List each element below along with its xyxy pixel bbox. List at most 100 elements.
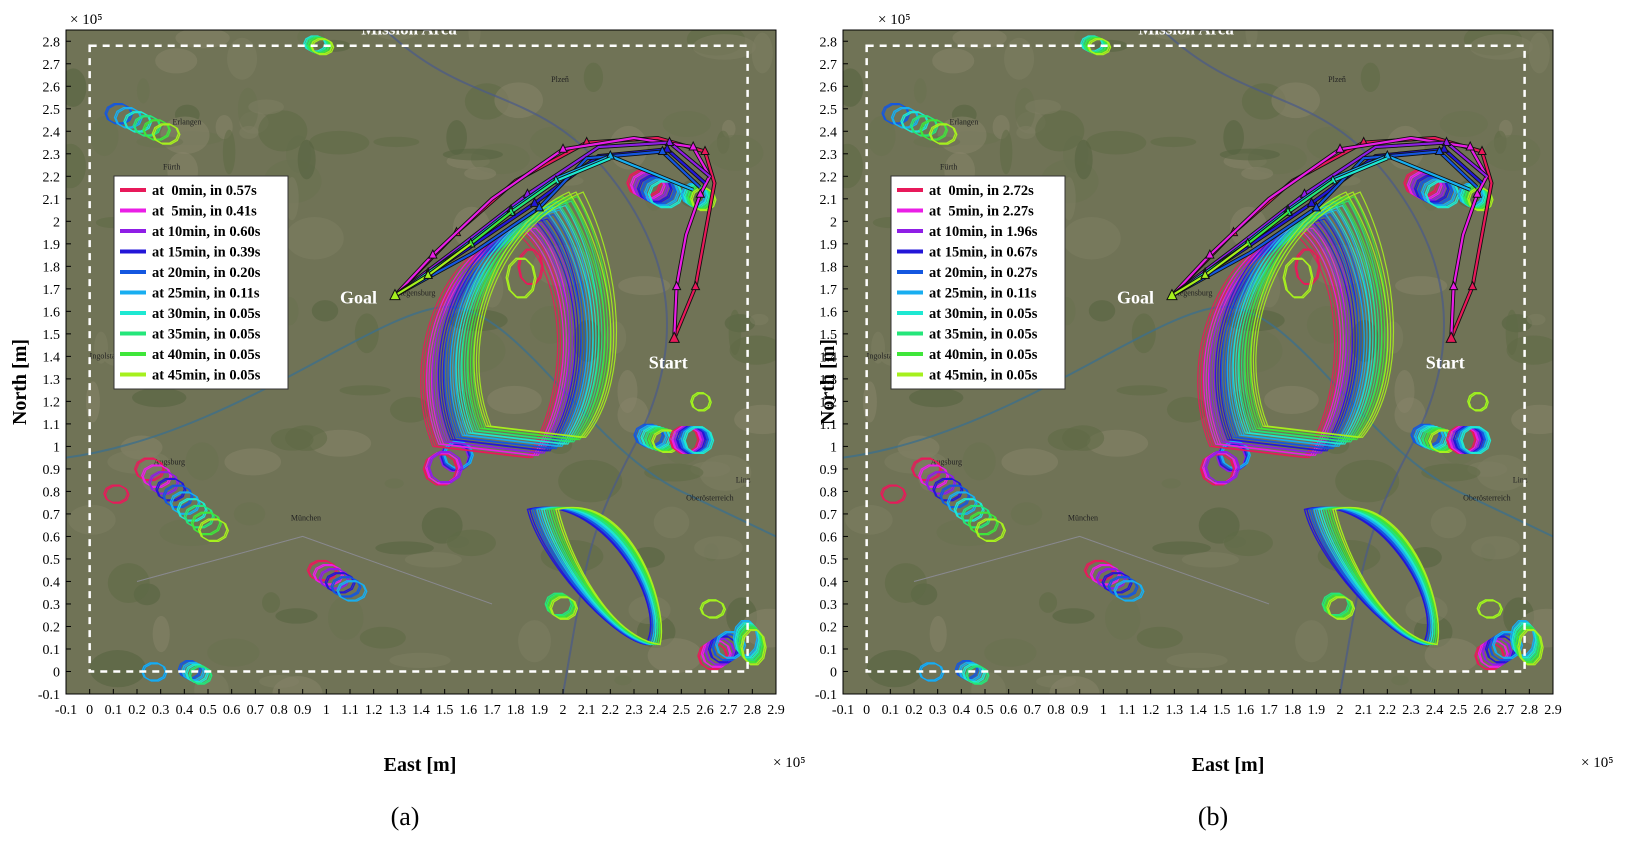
map-city-label: Plzeň	[1328, 75, 1346, 84]
map-city-label: Linz	[1513, 475, 1528, 484]
map-patch	[751, 32, 773, 74]
x-tick-label: 2.6	[1473, 703, 1491, 718]
y-tick-label: 2	[53, 215, 60, 230]
x-tick-label: 1.1	[1118, 703, 1136, 718]
y-tick-label: 1.4	[43, 350, 61, 365]
contour-ring	[684, 427, 715, 455]
contour-clusters	[103, 35, 767, 685]
map-patch	[1526, 313, 1546, 326]
map-texture	[843, 30, 1553, 694]
map-patch	[285, 216, 344, 260]
map-patch	[1025, 99, 1061, 115]
map-patch	[272, 675, 323, 694]
legend-entry-label: at 0min, in 2.72s	[929, 183, 1034, 199]
map-patch	[1062, 216, 1121, 260]
map-patch	[262, 592, 281, 613]
trajectory-group	[1167, 136, 1494, 340]
x-tick-label: 2.1	[1355, 703, 1373, 718]
map-patch	[1264, 385, 1319, 415]
waypoint-marker	[664, 136, 675, 147]
contour-ring	[691, 393, 712, 412]
river-line	[66, 305, 776, 538]
y-axis-label: North [m]	[817, 339, 839, 425]
map-patch	[1088, 300, 1116, 322]
map-city-label: Fürth	[940, 163, 957, 172]
trajectory-line	[1171, 141, 1488, 297]
map-patch	[749, 313, 769, 326]
map-city-label: Erlangen	[950, 118, 979, 127]
contour-ring	[163, 485, 194, 509]
map-patch	[327, 596, 364, 640]
map-patch	[285, 177, 299, 221]
start-marker	[668, 331, 681, 343]
mission-area-label: Mission Area	[1138, 20, 1234, 39]
waypoint-marker	[688, 140, 698, 151]
contour-ring	[1250, 191, 1389, 439]
y-tick-label: 0.8	[820, 485, 838, 500]
map-patch	[871, 331, 886, 364]
y-tick-label: 0.2	[820, 620, 838, 635]
y-tick-label: 0.9	[43, 463, 61, 478]
map-patch	[647, 638, 703, 674]
map-patch	[1258, 268, 1281, 308]
map-patch	[1528, 32, 1550, 74]
waypoint-marker	[529, 197, 540, 207]
map-patch	[1049, 675, 1100, 694]
map-patch	[1136, 626, 1183, 649]
x-tick-label: 1	[1100, 703, 1107, 718]
x-tick-label: 0	[863, 703, 870, 718]
x-tick-label: 2.1	[578, 703, 596, 718]
map-patch	[468, 30, 481, 48]
y-tick-label: 0.8	[43, 485, 61, 500]
waypoint-marker	[534, 201, 545, 212]
y-tick-label: 2.2	[820, 170, 838, 185]
x-tick-label: 0.5	[976, 703, 994, 718]
contour-ring	[741, 629, 767, 666]
map-patch	[984, 638, 1037, 667]
x-tick-label: 1.5	[436, 703, 454, 718]
map-patch	[1335, 459, 1400, 503]
map-patch	[222, 129, 236, 175]
y-tick-label: 1.5	[820, 328, 838, 343]
legend: at 0min, in 0.57s at 5min, in 0.41s at 10m…	[113, 175, 289, 390]
map-patch	[1166, 652, 1228, 669]
y-tick-label: 2.6	[43, 80, 61, 95]
x-tick-label: 0.7	[247, 703, 265, 718]
map-patch	[583, 62, 604, 93]
contour-ring	[149, 471, 180, 495]
x-tick-label: 2.8	[1521, 703, 1539, 718]
map-patch	[464, 166, 497, 180]
y-tick-label: 0.3	[820, 598, 838, 613]
contour-ring	[700, 600, 727, 619]
y-tick-label: 0.1	[43, 643, 61, 658]
legend-entry-label: at 20min, in 0.20s	[152, 265, 261, 281]
map-patch	[694, 536, 743, 560]
x-tick-label: 1.4	[1189, 703, 1207, 718]
map-patch	[867, 116, 896, 157]
y-tick-label: 1.1	[43, 418, 61, 433]
panel-a: East [m] North [m] × 10⁵ × 10⁵ (a) Plzeň…	[9, 12, 805, 831]
legend-entry-label: at 25min, in 0.11s	[152, 286, 260, 302]
contour-ring	[337, 581, 368, 602]
y-tick-label: 2.8	[820, 35, 838, 50]
y-tick-label: 2.2	[43, 170, 61, 185]
y-tick-label: 1	[830, 440, 837, 455]
map-patch	[662, 110, 711, 137]
x-tick-label: 2.7	[720, 703, 738, 718]
y-tick-label: 2.1	[43, 193, 61, 208]
map-patch	[929, 615, 947, 653]
y-tick-label: 0.4	[43, 575, 61, 590]
trajectory-group	[390, 136, 717, 340]
map-patch	[384, 478, 404, 489]
x-tick-label: 2.2	[602, 703, 620, 718]
map-patch	[239, 125, 259, 140]
map-patch	[644, 463, 704, 482]
x-tick-label: 2.6	[696, 703, 714, 718]
contour-ring	[1477, 600, 1504, 619]
map-patch	[1360, 62, 1381, 93]
map-patch	[94, 331, 109, 364]
y-tick-label: 1.9	[43, 238, 61, 253]
contour-ring	[311, 38, 335, 56]
map-patch	[155, 48, 198, 74]
legend-entry-label: at 5min, in 2.27s	[929, 204, 1034, 220]
